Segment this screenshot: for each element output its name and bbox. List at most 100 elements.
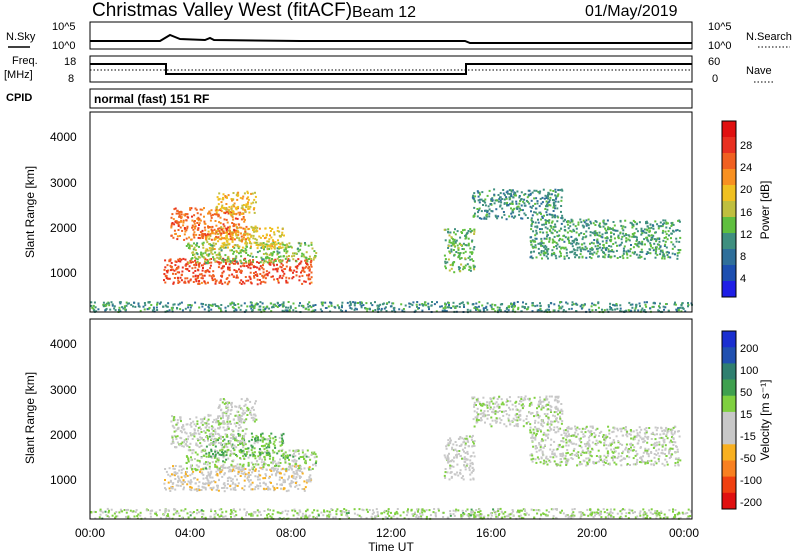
power-data-point	[228, 280, 231, 283]
power-data-point	[571, 303, 574, 306]
power-data-point	[188, 245, 191, 248]
power-data-point	[304, 242, 306, 244]
velocity-data-point	[237, 473, 240, 475]
velocity-data-point	[211, 487, 214, 490]
velocity-data-point	[200, 428, 202, 431]
power-data-point	[196, 217, 199, 220]
power-data-point	[266, 261, 269, 264]
power-data-point	[553, 225, 555, 228]
power-data-point	[249, 305, 252, 308]
velocity-data-point	[450, 465, 453, 468]
power-data-point	[546, 201, 549, 204]
power-data-point	[661, 249, 664, 252]
power-data-point	[484, 198, 487, 201]
velocity-data-point	[300, 468, 303, 470]
power-data-point	[233, 309, 236, 312]
velocity-data-point	[218, 467, 221, 470]
velocity-data-point	[173, 426, 176, 429]
power-data-point	[265, 234, 268, 237]
power-data-point	[495, 208, 498, 211]
power-data-point	[272, 246, 275, 249]
velocity-data-point	[516, 423, 519, 425]
power-data-point	[272, 268, 275, 271]
power-data-point	[261, 242, 264, 245]
power-data-point	[225, 260, 228, 263]
velocity-data-point	[551, 420, 554, 423]
power-data-point	[472, 260, 475, 262]
velocity-data-point	[449, 442, 452, 445]
power-data-point	[223, 265, 225, 268]
power-data-point	[232, 262, 235, 265]
velocity-data-point	[613, 461, 616, 464]
power-data-point	[555, 197, 557, 200]
power-data-point	[628, 235, 631, 238]
power-data-point	[578, 256, 581, 259]
power-data-point	[454, 305, 457, 308]
power-data-point	[637, 309, 640, 312]
velocity-data-point	[455, 456, 458, 459]
power-data-point	[675, 240, 678, 243]
power-data-point	[258, 250, 261, 253]
power-data-point	[198, 264, 200, 267]
power-data-point	[263, 248, 265, 251]
power-data-point	[282, 255, 285, 258]
velocity-data-point	[464, 465, 467, 468]
velocity-data-point	[534, 419, 537, 422]
power-data-point	[182, 224, 185, 227]
velocity-data-point	[227, 427, 230, 430]
power-data-point	[542, 242, 545, 245]
velocity-data-point	[304, 453, 307, 456]
power-data-point	[675, 237, 678, 240]
power-data-point	[545, 211, 548, 214]
power-data-point	[184, 213, 187, 216]
power-data-point	[234, 207, 237, 210]
power-data-point	[652, 227, 655, 230]
velocity-data-point	[495, 421, 498, 424]
velocity-data-point	[288, 482, 291, 485]
power-data-point	[506, 201, 509, 204]
power-data-point	[501, 207, 504, 210]
power-data-point	[244, 242, 247, 245]
velocity-data-point	[276, 468, 279, 471]
power-data-point	[546, 253, 549, 256]
power-data-point	[311, 247, 314, 250]
power-data-point	[246, 305, 249, 308]
velocity-data-point	[263, 463, 265, 466]
power-data-point	[214, 303, 217, 306]
power-data-point	[308, 255, 311, 258]
power-data-point	[541, 228, 543, 231]
power-data-point	[593, 303, 596, 306]
power-data-point	[203, 220, 206, 223]
power-data-point	[175, 268, 178, 271]
velocity-data-point	[195, 425, 197, 428]
power-data-point	[220, 228, 223, 231]
power-data-point	[177, 223, 180, 226]
power-data-point	[176, 209, 179, 212]
power-data-point	[648, 227, 651, 230]
power-data-point	[462, 303, 465, 306]
velocity-data-point	[208, 465, 211, 468]
power-data-point	[606, 308, 609, 311]
power-data-point	[658, 305, 660, 308]
power-data-point	[552, 210, 555, 212]
velocity-data-point	[243, 457, 246, 460]
velocity-data-point	[477, 399, 479, 402]
power-data-point	[578, 234, 580, 237]
velocity-data-point	[198, 446, 201, 449]
power-data-point	[308, 268, 311, 271]
power-data-point	[411, 304, 414, 307]
power-data-point	[202, 252, 205, 255]
power-data-point	[602, 225, 605, 228]
power-data-point	[541, 242, 544, 245]
velocity-data-point	[231, 437, 234, 440]
power-data-point	[632, 225, 635, 228]
power-data-point	[610, 235, 613, 238]
velocity-data-point	[195, 464, 198, 467]
power-data-point	[230, 207, 233, 210]
power-data-point	[635, 240, 638, 243]
power-data-point	[654, 256, 657, 259]
velocity-data-point	[295, 484, 298, 487]
power-data-point	[259, 242, 262, 245]
power-data-point	[227, 266, 229, 269]
power-data-point	[233, 250, 235, 253]
